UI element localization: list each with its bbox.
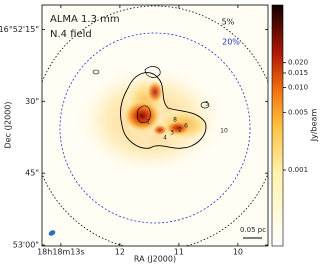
scale-bar-label: 0.05 pc: [240, 226, 266, 234]
x-tick-label: 12: [115, 248, 125, 257]
plot-frame: [41, 4, 269, 247]
source-label: 6: [184, 123, 188, 130]
y-tick-label: 30": [25, 97, 39, 106]
y-tick-label: 45": [25, 169, 39, 178]
subtitle: N.4 field: [50, 29, 92, 40]
source-label: 5: [205, 101, 209, 108]
x-tick-label: 11: [174, 248, 184, 257]
colorbar-tick-label: 0.010: [288, 84, 308, 92]
emission: [146, 80, 164, 104]
x-tick-label: 18h18m13s: [37, 248, 85, 257]
image: [42, 5, 268, 246]
colorbar-tick-label: 0.015: [288, 69, 308, 77]
title: ALMA 1.3 mm: [50, 14, 120, 25]
colorbar-tick-label: 0.020: [288, 59, 308, 67]
primary-beam-5: [42, 5, 268, 246]
contour-label: 5%: [222, 18, 235, 27]
colorbar-tick-label: 0.001: [288, 166, 308, 174]
source-label: 2: [178, 127, 182, 134]
emission: [152, 124, 168, 136]
y-tick-label: -16°52'15": [0, 25, 39, 34]
x-tick-label: 10: [233, 248, 243, 257]
colorbar-tick-label: 0.005: [288, 108, 308, 116]
contour-label: 20%: [222, 38, 240, 47]
contour: [92, 69, 100, 75]
x-axis-label: RA (J2000): [134, 255, 176, 264]
contour: [144, 66, 161, 78]
emission: [122, 99, 162, 133]
contour: [119, 72, 207, 149]
source-label: 4: [163, 135, 167, 142]
contour: [200, 101, 210, 109]
colorbar: [271, 4, 284, 247]
y-axis-label: Dec (J2000): [4, 102, 13, 149]
colorbar-label: Jy/beam: [310, 109, 319, 143]
source-label: 3: [170, 130, 174, 137]
emission: [164, 120, 192, 136]
y-tick-label: 53'00": [13, 241, 39, 250]
source-label: 8: [173, 117, 177, 124]
beam: [48, 230, 56, 236]
primary-beam-20: [59, 32, 251, 224]
source-label: 1: [146, 119, 150, 126]
contour: [136, 105, 151, 124]
source-label: 10: [220, 128, 228, 135]
